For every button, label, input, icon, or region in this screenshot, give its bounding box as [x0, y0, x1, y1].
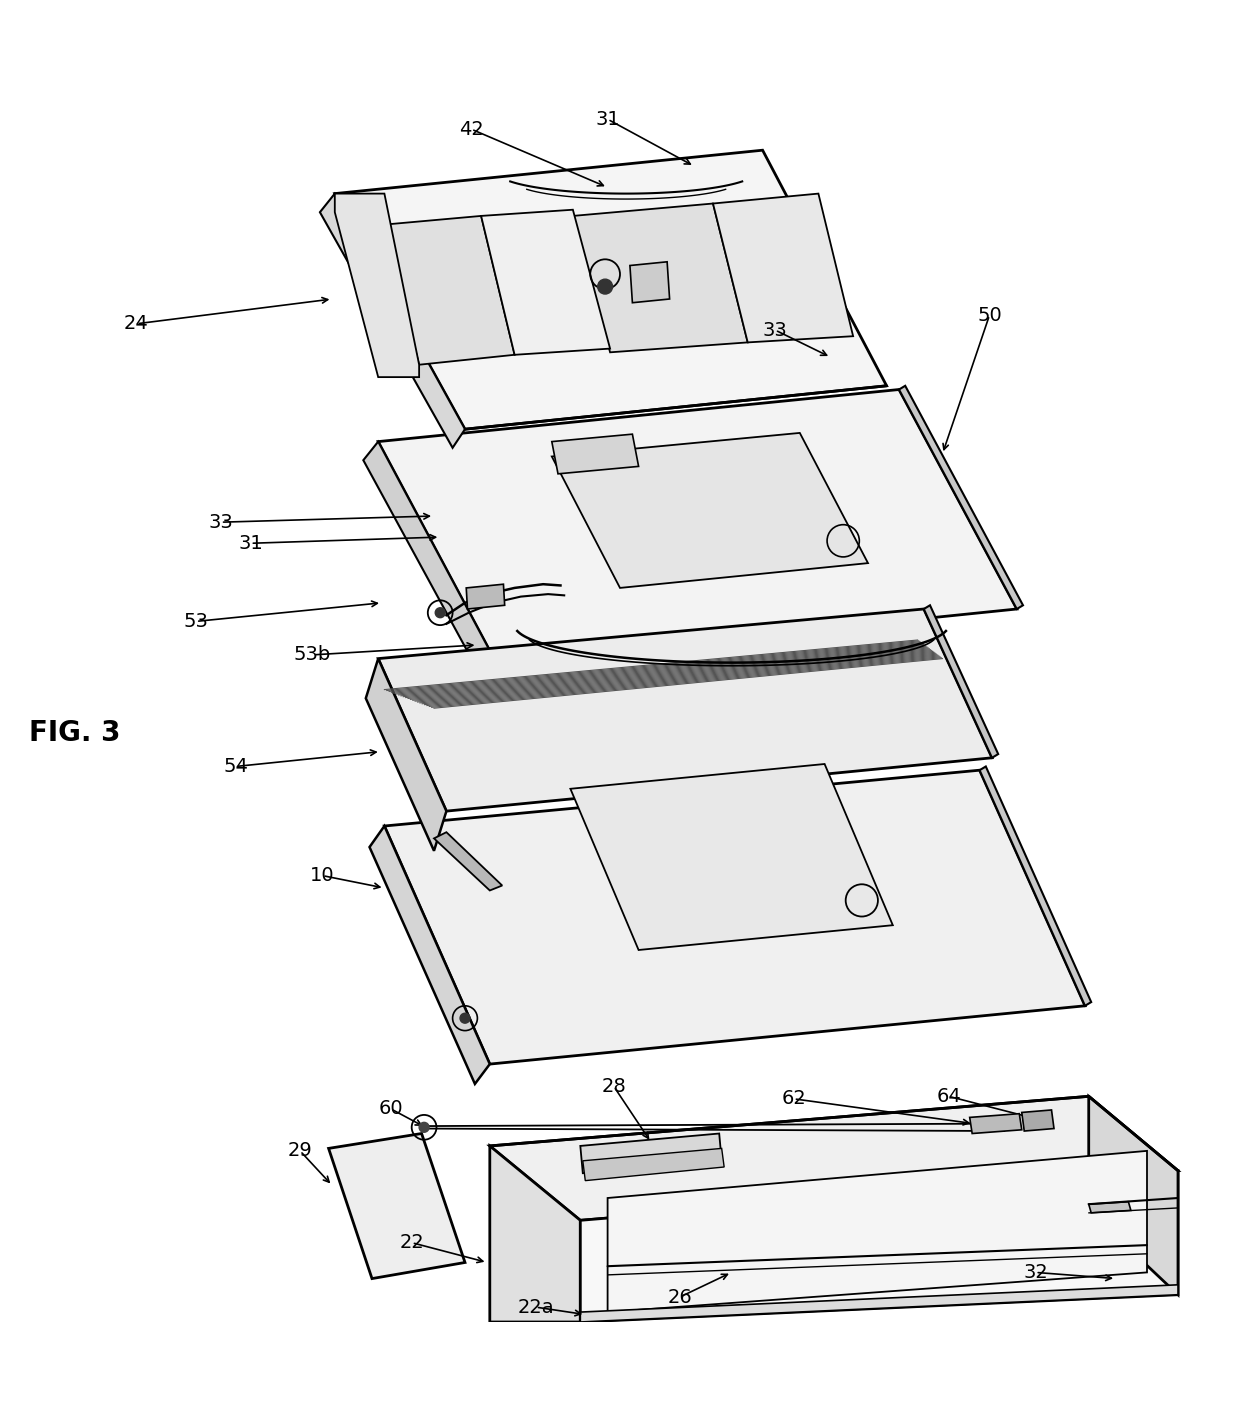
Text: 60: 60 [378, 1099, 403, 1118]
Polygon shape [366, 658, 446, 851]
Polygon shape [434, 833, 502, 890]
Text: 28: 28 [601, 1077, 626, 1097]
Polygon shape [335, 150, 887, 430]
Polygon shape [583, 1148, 724, 1181]
Circle shape [435, 608, 445, 618]
Polygon shape [384, 216, 515, 365]
Text: 31: 31 [595, 110, 620, 129]
Polygon shape [384, 771, 1085, 1064]
Polygon shape [378, 609, 992, 812]
Text: 32: 32 [1023, 1264, 1048, 1282]
Polygon shape [329, 1133, 465, 1279]
Polygon shape [481, 209, 610, 355]
Text: 33: 33 [763, 320, 787, 340]
Polygon shape [320, 194, 465, 448]
Text: 10: 10 [310, 866, 335, 885]
Polygon shape [490, 1097, 1178, 1220]
Polygon shape [1022, 1111, 1054, 1132]
Polygon shape [552, 432, 868, 588]
Polygon shape [370, 826, 490, 1084]
Polygon shape [363, 442, 496, 681]
Text: FIG. 3: FIG. 3 [29, 719, 120, 747]
Polygon shape [580, 1171, 1178, 1323]
Polygon shape [970, 1113, 1022, 1133]
Text: 29: 29 [288, 1141, 312, 1160]
Circle shape [419, 1122, 429, 1132]
Text: 31: 31 [238, 534, 263, 553]
Polygon shape [552, 434, 639, 473]
Text: 53b: 53b [294, 646, 331, 664]
Polygon shape [630, 261, 670, 303]
Polygon shape [573, 204, 748, 352]
Text: 33: 33 [208, 512, 233, 532]
Polygon shape [1089, 1097, 1178, 1294]
Text: 54: 54 [223, 757, 248, 776]
Polygon shape [378, 389, 1017, 663]
Text: 24: 24 [124, 314, 149, 333]
Text: 22a: 22a [517, 1297, 554, 1317]
Polygon shape [335, 194, 419, 378]
Polygon shape [580, 1285, 1178, 1323]
Polygon shape [1089, 1202, 1131, 1213]
Polygon shape [899, 386, 1023, 609]
Polygon shape [924, 605, 998, 758]
Text: 26: 26 [667, 1287, 692, 1307]
Polygon shape [490, 1146, 580, 1323]
Text: 62: 62 [781, 1090, 806, 1108]
Text: 64: 64 [936, 1087, 961, 1106]
Polygon shape [980, 767, 1091, 1005]
Text: 50: 50 [977, 306, 1002, 324]
Polygon shape [608, 1151, 1147, 1313]
Text: 22: 22 [399, 1233, 424, 1252]
Circle shape [598, 279, 613, 293]
Polygon shape [466, 584, 505, 609]
Polygon shape [713, 194, 853, 343]
Text: 42: 42 [459, 119, 484, 139]
Circle shape [460, 1014, 470, 1024]
Polygon shape [570, 764, 893, 951]
Polygon shape [580, 1133, 722, 1174]
Text: 53: 53 [184, 612, 208, 630]
